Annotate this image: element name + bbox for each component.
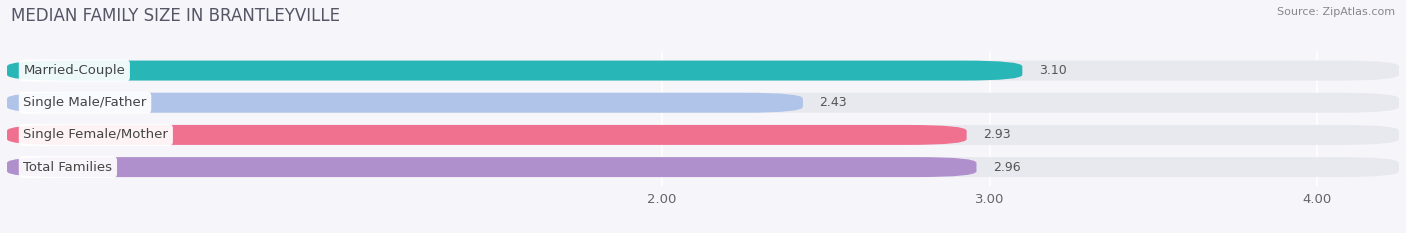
Text: 2.96: 2.96 xyxy=(993,161,1021,174)
Text: Single Male/Father: Single Male/Father xyxy=(24,96,146,109)
FancyBboxPatch shape xyxy=(7,125,967,145)
Text: MEDIAN FAMILY SIZE IN BRANTLEYVILLE: MEDIAN FAMILY SIZE IN BRANTLEYVILLE xyxy=(11,7,340,25)
Text: 3.10: 3.10 xyxy=(1039,64,1067,77)
FancyBboxPatch shape xyxy=(7,61,1022,81)
Text: 2.93: 2.93 xyxy=(983,128,1011,141)
Text: Single Female/Mother: Single Female/Mother xyxy=(24,128,169,141)
FancyBboxPatch shape xyxy=(7,93,803,113)
FancyBboxPatch shape xyxy=(7,157,1399,177)
FancyBboxPatch shape xyxy=(7,157,977,177)
FancyBboxPatch shape xyxy=(7,93,1399,113)
FancyBboxPatch shape xyxy=(7,125,1399,145)
Text: Source: ZipAtlas.com: Source: ZipAtlas.com xyxy=(1277,7,1395,17)
Text: Married-Couple: Married-Couple xyxy=(24,64,125,77)
Text: 2.43: 2.43 xyxy=(820,96,846,109)
FancyBboxPatch shape xyxy=(7,61,1399,81)
Text: Total Families: Total Families xyxy=(24,161,112,174)
